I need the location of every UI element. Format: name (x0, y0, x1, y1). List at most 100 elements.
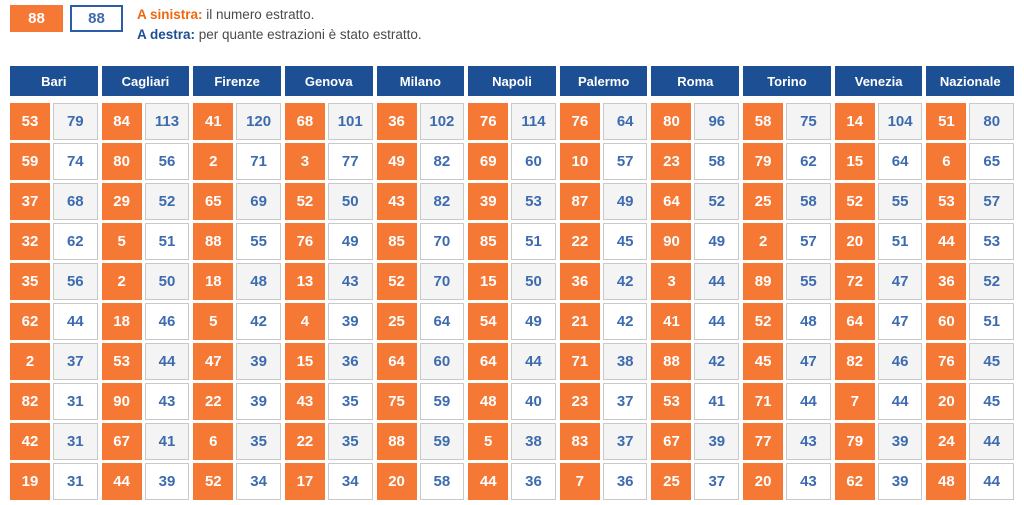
extracted-number: 3 (651, 263, 692, 300)
extracted-number: 6 (926, 143, 967, 180)
delay-count: 80 (969, 103, 1015, 140)
cell-pair: 18 46 (101, 303, 190, 340)
legend-left-description: il numero estratto. (206, 7, 315, 22)
cell-pair: 52 70 (376, 263, 465, 300)
delay-count: 37 (602, 423, 648, 460)
column-palermo: Palermo 76 64 10 57 87 49 22 45 36 42 21 42 71 38 23 37 8… (559, 66, 648, 503)
cell-pair: 48 40 (468, 383, 556, 420)
delay-count: 75 (786, 103, 831, 140)
delay-count: 65 (969, 143, 1015, 180)
legend-line-left: A sinistra: il numero estratto. (137, 5, 422, 25)
legend: 88 88 A sinistra: il numero estratto. A … (10, 5, 1014, 45)
cell-pair: 64 44 (468, 343, 556, 380)
delay-count: 77 (327, 143, 373, 180)
column-header-napoli[interactable]: Napoli (468, 66, 556, 96)
delay-count: 37 (602, 383, 648, 420)
extracted-number: 71 (559, 343, 600, 380)
extracted-number: 67 (651, 423, 692, 460)
cell-pair: 7 36 (559, 463, 648, 500)
cell-pair: 90 43 (101, 383, 190, 420)
legend-extracted-number-sample: 88 (10, 5, 63, 32)
column-milano: Milano 36 102 49 82 43 82 85 70 52 70 25 64 64 60 75 59 8… (376, 66, 465, 503)
delay-count: 46 (877, 343, 923, 380)
delay-count: 36 (602, 463, 648, 500)
delay-count: 101 (327, 103, 373, 140)
extracted-number: 87 (559, 183, 600, 220)
extracted-number: 5 (101, 223, 142, 260)
delay-count: 51 (877, 223, 923, 260)
column-bari: Bari 53 79 59 74 37 68 32 62 35 56 62 44 2 37 82 31 42 31 1… (10, 66, 98, 503)
cell-pair: 25 58 (743, 183, 831, 220)
delay-count: 55 (786, 263, 831, 300)
column-header-genova[interactable]: Genova (284, 66, 373, 96)
legend-line-right: A destra: per quante estrazioni è stato … (137, 25, 422, 45)
delay-count: 35 (236, 423, 281, 460)
cell-pair: 35 56 (10, 263, 98, 300)
column-header-torino[interactable]: Torino (743, 66, 831, 96)
delay-count: 44 (144, 343, 190, 380)
extracted-number: 14 (834, 103, 875, 140)
cell-pair: 52 34 (193, 463, 281, 500)
delay-count: 59 (419, 423, 465, 460)
delay-count: 52 (144, 183, 190, 220)
delay-count: 47 (877, 303, 923, 340)
extracted-number: 53 (651, 383, 692, 420)
delay-count: 58 (786, 183, 831, 220)
legend-right-label: A destra: (137, 27, 196, 42)
cell-pair: 22 45 (559, 223, 648, 260)
cell-pair: 85 70 (376, 223, 465, 260)
cell-pair: 15 50 (468, 263, 556, 300)
delay-count: 64 (877, 143, 923, 180)
cell-pair: 72 47 (834, 263, 923, 300)
cell-pair: 19 31 (10, 463, 98, 500)
cell-pair: 64 60 (376, 343, 465, 380)
extracted-number: 82 (10, 383, 50, 420)
extracted-number: 58 (743, 103, 784, 140)
cell-pair: 43 82 (376, 183, 465, 220)
delay-count: 51 (144, 223, 190, 260)
delay-count: 64 (419, 303, 465, 340)
extracted-number: 22 (284, 423, 325, 460)
delay-count: 43 (327, 263, 373, 300)
column-header-cagliari[interactable]: Cagliari (101, 66, 190, 96)
delay-count: 45 (969, 383, 1015, 420)
delay-count: 49 (694, 223, 740, 260)
cell-pair: 44 36 (468, 463, 556, 500)
cell-pair: 24 44 (926, 423, 1015, 460)
cell-pair: 52 50 (284, 183, 373, 220)
delay-count: 47 (877, 263, 923, 300)
extracted-number: 47 (193, 343, 234, 380)
extracted-number: 3 (284, 143, 325, 180)
extracted-number: 48 (468, 383, 509, 420)
column-header-milano[interactable]: Milano (376, 66, 465, 96)
column-header-venezia[interactable]: Venezia (834, 66, 923, 96)
cell-pair: 36 52 (926, 263, 1015, 300)
column-header-nazionale[interactable]: Nazionale (926, 66, 1015, 96)
legend-left-label: A sinistra: (137, 7, 203, 22)
cell-pair: 88 55 (193, 223, 281, 260)
extracted-number: 15 (834, 143, 875, 180)
extracted-number: 84 (101, 103, 142, 140)
cell-pair: 64 47 (834, 303, 923, 340)
column-header-palermo[interactable]: Palermo (559, 66, 648, 96)
delay-count: 79 (53, 103, 98, 140)
extracted-number: 15 (468, 263, 509, 300)
extracted-number: 44 (926, 223, 967, 260)
delay-count: 71 (236, 143, 281, 180)
column-header-bari[interactable]: Bari (10, 66, 98, 96)
extracted-number: 52 (834, 183, 875, 220)
delay-count: 43 (786, 463, 831, 500)
cell-pair: 6 35 (193, 423, 281, 460)
delay-count: 44 (694, 263, 740, 300)
extracted-number: 54 (468, 303, 509, 340)
cell-pair: 6 65 (926, 143, 1015, 180)
extracted-number: 36 (559, 263, 600, 300)
column-header-roma[interactable]: Roma (651, 66, 740, 96)
column-header-firenze[interactable]: Firenze (193, 66, 281, 96)
cell-pair: 71 44 (743, 383, 831, 420)
delay-count: 57 (602, 143, 648, 180)
delay-count: 39 (877, 423, 923, 460)
extracted-number: 18 (193, 263, 234, 300)
extracted-number: 10 (559, 143, 600, 180)
delay-count: 57 (969, 183, 1015, 220)
